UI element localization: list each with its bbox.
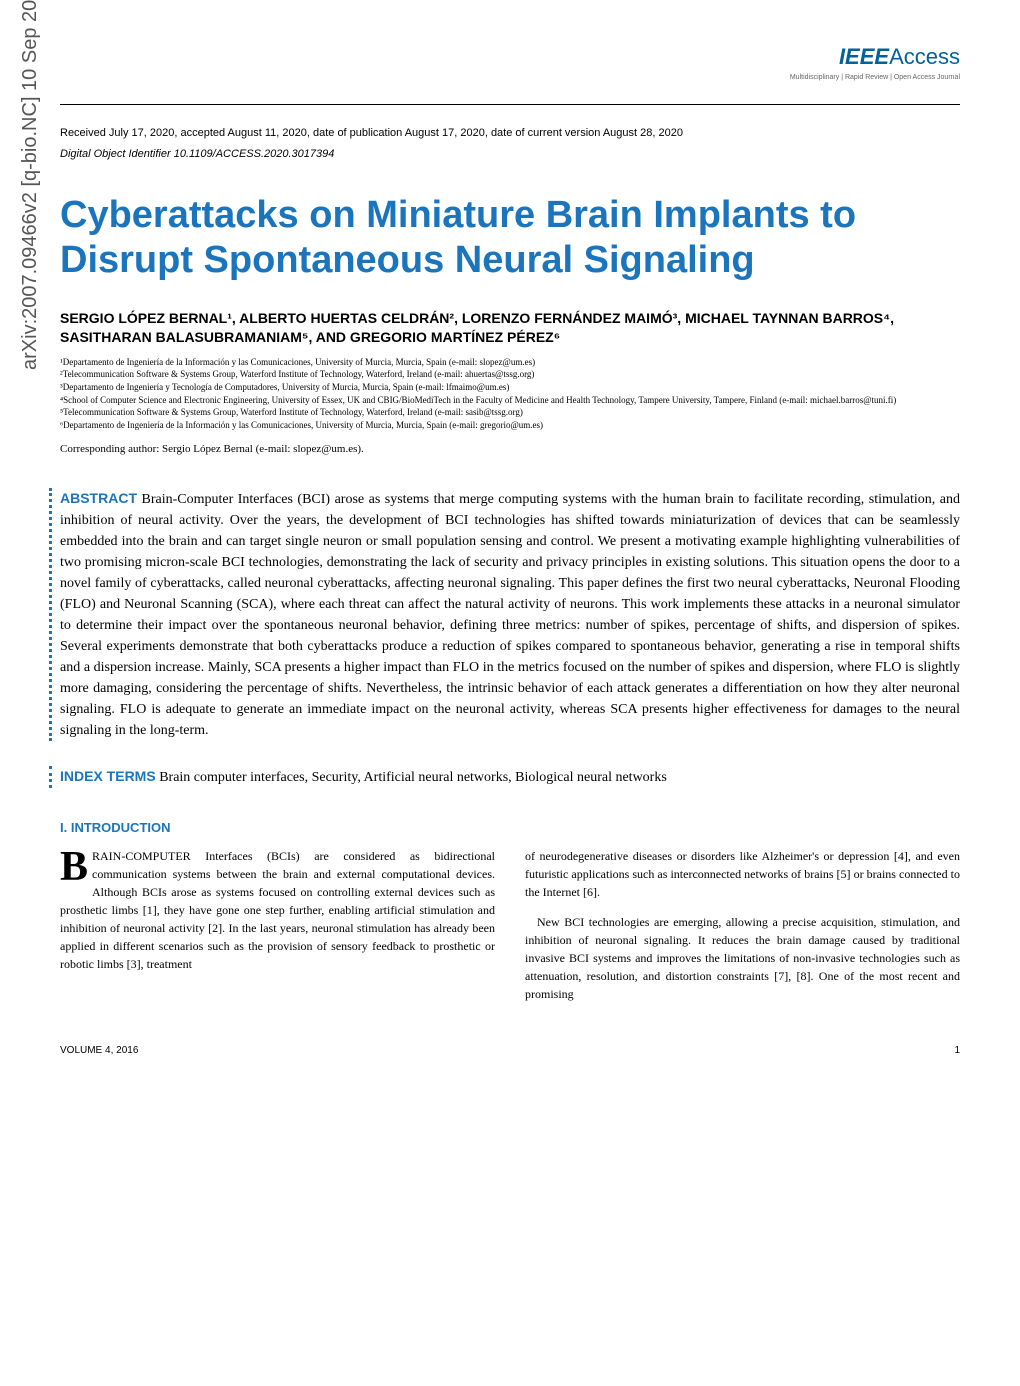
affiliation-3: ³Departamento de Ingeniería y Tecnología… [60, 381, 960, 394]
publication-dates: Received July 17, 2020, accepted August … [60, 125, 960, 142]
affiliation-4: ⁴School of Computer Science and Electron… [60, 394, 960, 407]
affiliation-6: ⁶Departamento de Ingeniería de la Inform… [60, 419, 960, 432]
affiliation-2: ²Telecommunication Software & Systems Gr… [60, 368, 960, 381]
doi: Digital Object Identifier 10.1109/ACCESS… [60, 146, 960, 163]
abstract-label: ABSTRACT [60, 490, 137, 506]
drop-cap: B [60, 847, 92, 885]
ieee-logo: IEEE [839, 40, 889, 73]
index-terms-text: Brain computer interfaces, Security, Art… [159, 770, 667, 785]
intro-col1-text: RAIN-COMPUTER Interfaces (BCIs) are cons… [60, 849, 495, 971]
corresponding-author: Corresponding author: Sergio López Berna… [60, 441, 960, 458]
intro-paragraph-2: of neurodegenerative diseases or disorde… [525, 847, 960, 901]
abstract-section: ABSTRACT Brain-Computer Interfaces (BCI)… [49, 488, 960, 741]
intro-paragraph-1: B RAIN-COMPUTER Interfaces (BCIs) are co… [60, 847, 495, 973]
author-list: SERGIO LÓPEZ BERNAL¹, ALBERTO HUERTAS CE… [60, 309, 960, 348]
journal-logo-container: IEEEAccess Multidisciplinary | Rapid Rev… [60, 40, 960, 84]
index-terms-section: INDEX TERMS Brain computer interfaces, S… [49, 766, 960, 788]
access-logo: Access [889, 44, 960, 69]
introduction-body: B RAIN-COMPUTER Interfaces (BCIs) are co… [60, 847, 960, 1003]
arxiv-identifier: arXiv:2007.09466v2 [q-bio.NC] 10 Sep 202… [15, 0, 45, 370]
affiliation-5: ⁵Telecommunication Software & Systems Gr… [60, 406, 960, 419]
affiliation-1: ¹Departamento de Ingeniería de la Inform… [60, 356, 960, 369]
volume-info: VOLUME 4, 2016 [60, 1043, 138, 1058]
affiliations-block: ¹Departamento de Ingeniería de la Inform… [60, 356, 960, 432]
header-divider [60, 104, 960, 105]
page-footer: VOLUME 4, 2016 1 [60, 1043, 960, 1058]
index-terms-label: INDEX TERMS [60, 768, 156, 784]
introduction-heading: I. INTRODUCTION [60, 818, 960, 838]
intro-paragraph-3: New BCI technologies are emerging, allow… [525, 913, 960, 1003]
abstract-text: Brain-Computer Interfaces (BCI) arose as… [60, 492, 960, 738]
paper-title: Cyberattacks on Miniature Brain Implants… [60, 193, 960, 284]
journal-tagline: Multidisciplinary | Rapid Review | Open … [60, 73, 960, 84]
page-number: 1 [954, 1043, 960, 1058]
